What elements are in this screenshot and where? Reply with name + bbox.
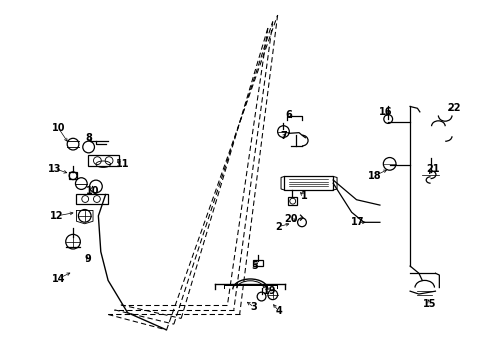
Text: 4: 4	[275, 306, 282, 316]
Text: 14: 14	[52, 274, 65, 284]
Bar	[284, 176, 332, 190]
Text: 12: 12	[50, 211, 63, 221]
Text: 5: 5	[250, 261, 257, 271]
Text: 17: 17	[350, 217, 364, 227]
Text: 6: 6	[285, 111, 291, 121]
Bar	[76, 194, 108, 204]
Text: 19: 19	[263, 286, 276, 296]
Bar	[69, 172, 77, 179]
Text: 20: 20	[284, 214, 297, 224]
Text: 22: 22	[447, 103, 460, 113]
Text: 1: 1	[300, 191, 306, 201]
Text: 11: 11	[116, 159, 129, 169]
Text: 8: 8	[85, 133, 92, 143]
Bar	[288, 197, 297, 205]
Text: 15: 15	[422, 299, 435, 309]
Text: 16: 16	[378, 107, 392, 117]
Text: 18: 18	[367, 171, 381, 181]
Text: 10: 10	[85, 186, 99, 196]
Text: 10: 10	[52, 123, 65, 133]
Text: 3: 3	[250, 302, 257, 312]
Text: 2: 2	[275, 222, 282, 231]
Text: 9: 9	[84, 254, 91, 264]
Text: 13: 13	[48, 163, 61, 174]
Bar	[87, 155, 119, 166]
Text: 7: 7	[280, 131, 286, 141]
Bar	[253, 260, 263, 266]
Text: 21: 21	[425, 164, 438, 174]
